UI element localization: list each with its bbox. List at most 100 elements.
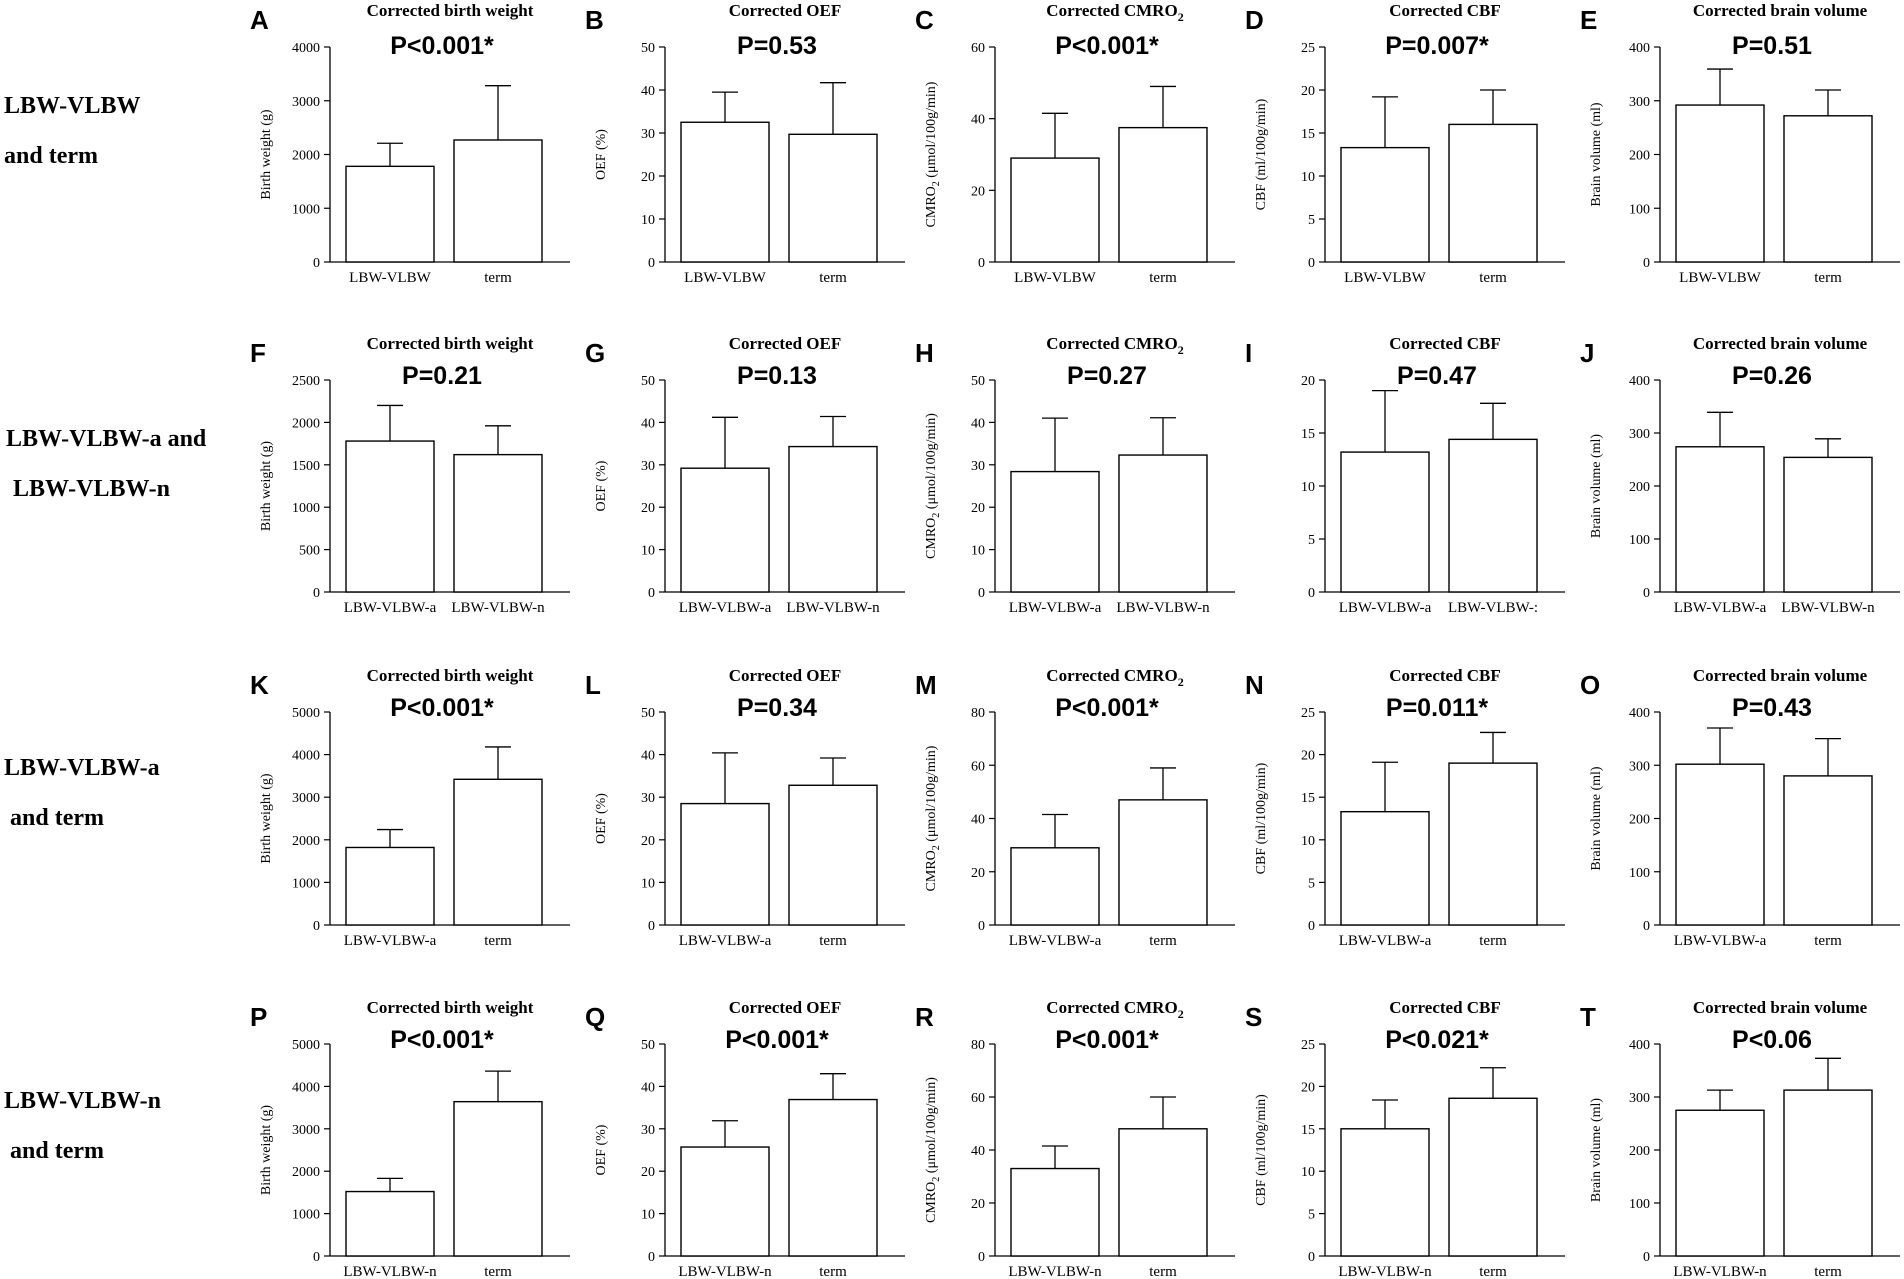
y-tick-label-t-0: 0 bbox=[1643, 1250, 1650, 1265]
y-tick-label-i-3: 15 bbox=[1301, 427, 1315, 442]
bar-h-0 bbox=[1010, 470, 1100, 593]
y-axis-label-q: OEF (%) bbox=[594, 1124, 609, 1175]
y-axis-label-m: CMRO2 (μmol/100g/min) bbox=[924, 745, 942, 891]
panel-letter-i: I bbox=[1245, 338, 1252, 368]
bar-n-0 bbox=[1340, 810, 1430, 926]
panel-i: I Corrected CBF P=0.47 0 5 10 15 20 LBW-VLBW-a LB… bbox=[1245, 334, 1565, 616]
panel-s: S Corrected CBF P<0.021* 0 5 10 15 20 25 CBF (ml/… bbox=[1245, 998, 1565, 1279]
p-value-s: P<0.021* bbox=[1385, 1026, 1489, 1054]
y-tick-label-r-2: 40 bbox=[971, 1144, 985, 1159]
y-tick-label-a-2: 2000 bbox=[292, 149, 320, 164]
category-label-q-1: term bbox=[819, 1264, 847, 1279]
y-tick-label-b-0: 0 bbox=[648, 256, 655, 271]
bar-c-0 bbox=[1010, 157, 1100, 263]
y-tick-label-e-3: 300 bbox=[1629, 95, 1650, 110]
y-tick-label-n-5: 25 bbox=[1301, 706, 1315, 721]
y-tick-label-r-0: 0 bbox=[978, 1250, 985, 1265]
p-value-n: P=0.011* bbox=[1386, 694, 1488, 722]
y-tick-label-r-1: 20 bbox=[971, 1197, 985, 1212]
category-label-j-1: LBW-VLBW-n bbox=[1781, 600, 1875, 616]
y-tick-label-b-2: 20 bbox=[641, 170, 655, 185]
p-value-k: P<0.001* bbox=[390, 694, 494, 722]
chart-title-q: Corrected OEF bbox=[729, 998, 842, 1017]
bar-p-1 bbox=[453, 1100, 543, 1257]
category-label-e-1: term bbox=[1814, 270, 1842, 286]
category-label-a-1: term bbox=[484, 270, 512, 286]
y-tick-label-g-2: 20 bbox=[641, 501, 655, 516]
panel-letter-r: R bbox=[915, 1002, 934, 1032]
panel-letter-b: B bbox=[585, 5, 604, 35]
row-label-2-line-1: LBW-VLBW-a and bbox=[6, 426, 207, 452]
p-value-m: P<0.001* bbox=[1055, 694, 1159, 722]
panel-e: E Corrected brain volume P=0.51 0 100 200 300 4… bbox=[1580, 1, 1900, 286]
panel-letter-o: O bbox=[1580, 670, 1600, 700]
bar-k-0 bbox=[345, 846, 435, 926]
y-tick-label-g-5: 50 bbox=[641, 374, 655, 389]
bar-a-0 bbox=[345, 165, 435, 263]
chart-title-l: Corrected OEF bbox=[729, 666, 842, 685]
y-tick-label-i-1: 5 bbox=[1308, 533, 1315, 548]
y-axis-label-n: CBF (ml/100g/min) bbox=[1254, 762, 1269, 874]
p-value-q: P<0.001* bbox=[725, 1026, 829, 1054]
panel-letter-j: J bbox=[1580, 338, 1594, 368]
y-axis-label-g: OEF (%) bbox=[594, 460, 609, 511]
row-label-3-line-2: and term bbox=[4, 805, 104, 831]
p-value-a: P<0.001* bbox=[390, 32, 494, 60]
chart-title-sub-c: 2 bbox=[1178, 10, 1184, 24]
bar-d-1 bbox=[1448, 123, 1538, 263]
category-label-o-1: term bbox=[1814, 933, 1842, 949]
p-value-i: P=0.47 bbox=[1397, 362, 1477, 390]
y-tick-label-o-0: 0 bbox=[1643, 919, 1650, 934]
panel-g: G Corrected OEF P=0.13 0 10 20 30 40 50 OEF (%) LB… bbox=[585, 334, 905, 616]
p-value-l: P=0.34 bbox=[737, 694, 817, 722]
bar-j-0 bbox=[1675, 446, 1765, 593]
y-tick-label-s-4: 20 bbox=[1301, 1080, 1315, 1095]
category-label-p-0: LBW-VLBW-n bbox=[343, 1264, 437, 1279]
bar-h-1 bbox=[1118, 454, 1208, 593]
p-value-o: P=0.43 bbox=[1732, 694, 1812, 722]
y-axis-label-c: CMRO2 (μmol/100g/min) bbox=[924, 81, 942, 227]
p-value-e: P=0.51 bbox=[1732, 32, 1812, 60]
y-tick-label-l-5: 50 bbox=[641, 706, 655, 721]
y-tick-label-b-4: 40 bbox=[641, 84, 655, 99]
y-tick-label-n-4: 20 bbox=[1301, 749, 1315, 764]
y-tick-label-m-2: 40 bbox=[971, 813, 985, 828]
y-tick-label-n-2: 10 bbox=[1301, 834, 1315, 849]
bar-a-1 bbox=[453, 139, 543, 263]
panel-letter-f: F bbox=[250, 338, 266, 368]
category-label-i-1: LBW-VLBW-: bbox=[1448, 600, 1538, 616]
y-tick-label-e-2: 200 bbox=[1629, 149, 1650, 164]
panel-letter-m: M bbox=[915, 670, 937, 700]
bar-g-1 bbox=[788, 445, 878, 593]
y-tick-label-h-1: 10 bbox=[971, 544, 985, 559]
category-label-k-0: LBW-VLBW-a bbox=[344, 933, 437, 949]
bar-j-1 bbox=[1783, 456, 1873, 593]
y-tick-label-i-0: 0 bbox=[1308, 586, 1315, 601]
panel-letter-d: D bbox=[1245, 5, 1264, 35]
y-axis-label-rest-c: (μmol/100g/min) bbox=[924, 81, 939, 181]
category-label-i-0: LBW-VLBW-a bbox=[1339, 600, 1432, 616]
chart-title-h: Corrected CMRO2 bbox=[1046, 334, 1183, 357]
chart-title-i: Corrected CBF bbox=[1389, 334, 1501, 353]
y-tick-label-d-5: 25 bbox=[1301, 41, 1315, 56]
chart-title-m: Corrected CMRO2 bbox=[1046, 666, 1183, 689]
y-tick-label-r-3: 60 bbox=[971, 1091, 985, 1106]
y-tick-label-g-1: 10 bbox=[641, 544, 655, 559]
y-tick-label-f-5: 2500 bbox=[292, 374, 320, 389]
y-tick-label-a-3: 3000 bbox=[292, 95, 320, 110]
y-tick-label-q-0: 0 bbox=[648, 1250, 655, 1265]
y-axis-label-rest-m: (μmol/100g/min) bbox=[924, 745, 939, 845]
y-tick-label-a-1: 1000 bbox=[292, 202, 320, 217]
chart-title-sub-m: 2 bbox=[1178, 675, 1184, 689]
bar-t-1 bbox=[1783, 1089, 1873, 1257]
y-tick-label-q-1: 10 bbox=[641, 1208, 655, 1223]
panel-letter-a: A bbox=[250, 5, 269, 35]
bar-s-1 bbox=[1448, 1097, 1538, 1257]
row-label-4-line-2: and term bbox=[4, 1138, 104, 1164]
row-labels: LBW-VLBW and term LBW-VLBW-a and LBW-VLB… bbox=[4, 93, 207, 1164]
p-value-j: P=0.26 bbox=[1732, 362, 1812, 390]
y-tick-label-t-4: 400 bbox=[1629, 1038, 1650, 1053]
y-tick-label-c-2: 40 bbox=[971, 113, 985, 128]
y-axis-label-r: CMRO2 (μmol/100g/min) bbox=[924, 1077, 942, 1223]
panel-letter-l: L bbox=[585, 670, 601, 700]
